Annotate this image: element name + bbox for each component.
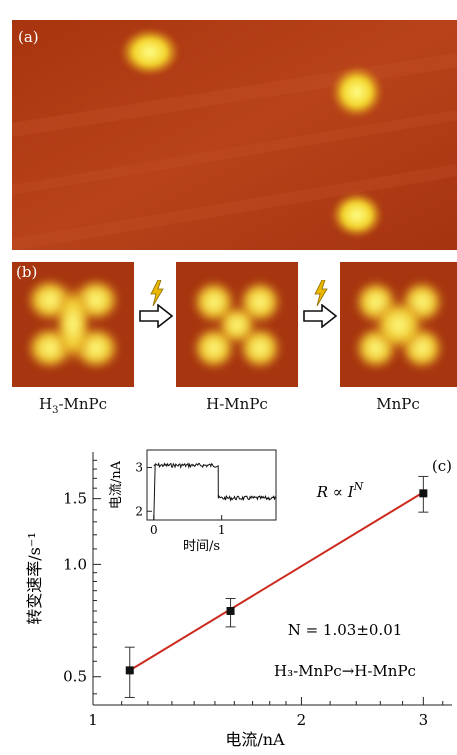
data-point	[419, 489, 428, 498]
stm-image-a	[12, 20, 457, 250]
y-tick-label: 1.5	[63, 490, 87, 508]
annotation-relation: R ∝ IN	[316, 480, 364, 501]
x-tick-label: 2	[297, 711, 307, 729]
rate-vs-current-chart: 1 2 3 0.5 1.0 1.5 电流/nA 转变速率/s⁻¹ (c) R ∝ IN N = 1…	[25, 449, 452, 749]
lightning-icon	[150, 280, 164, 306]
inset-x-tick-label: 0	[150, 523, 158, 537]
inset-y-tick-label: 3	[135, 461, 143, 475]
annotation-transition: H₃-MnPc→H-MnPc	[274, 662, 416, 680]
x-axis-label: 电流/nA	[225, 730, 285, 749]
y-axis-label: 转变速率/s⁻¹	[25, 532, 44, 624]
annotation-exponent: N = 1.03±0.01	[288, 621, 403, 639]
molecule-label: H-MnPc	[206, 395, 268, 413]
fit-line	[129, 491, 424, 672]
lightning-icon	[314, 280, 328, 306]
inset-x-label: 时间/s	[183, 539, 220, 554]
molecule-label: MnPc	[376, 395, 420, 413]
inset-trace	[153, 462, 276, 521]
arrow-right-icon	[303, 304, 337, 328]
arrow-right-icon	[139, 304, 173, 328]
inset-frame	[146, 449, 277, 521]
stm-tile-mnpc	[340, 262, 457, 387]
inset-x-tick-label: 1	[218, 523, 226, 537]
x-tick-label: 3	[419, 711, 429, 729]
panel-label-b: (b)	[16, 263, 38, 281]
data-point	[125, 666, 134, 675]
panel-label-a: (a)	[18, 28, 39, 46]
stm-tile-h3mnpc	[12, 262, 134, 387]
y-tick-label: 1.0	[63, 555, 87, 573]
x-tick-label: 1	[88, 711, 98, 729]
panel-label-c: (c)	[432, 457, 452, 475]
molecule-label: H3-MnPc	[38, 395, 108, 416]
y-tick-label: 0.5	[63, 668, 87, 686]
molecule-blob	[120, 28, 383, 238]
data-point	[226, 607, 235, 616]
inset-y-tick-label: 2	[135, 504, 143, 518]
inset-y-label: 电流/nA	[109, 460, 124, 509]
stm-tile-hmnpc	[176, 262, 298, 387]
